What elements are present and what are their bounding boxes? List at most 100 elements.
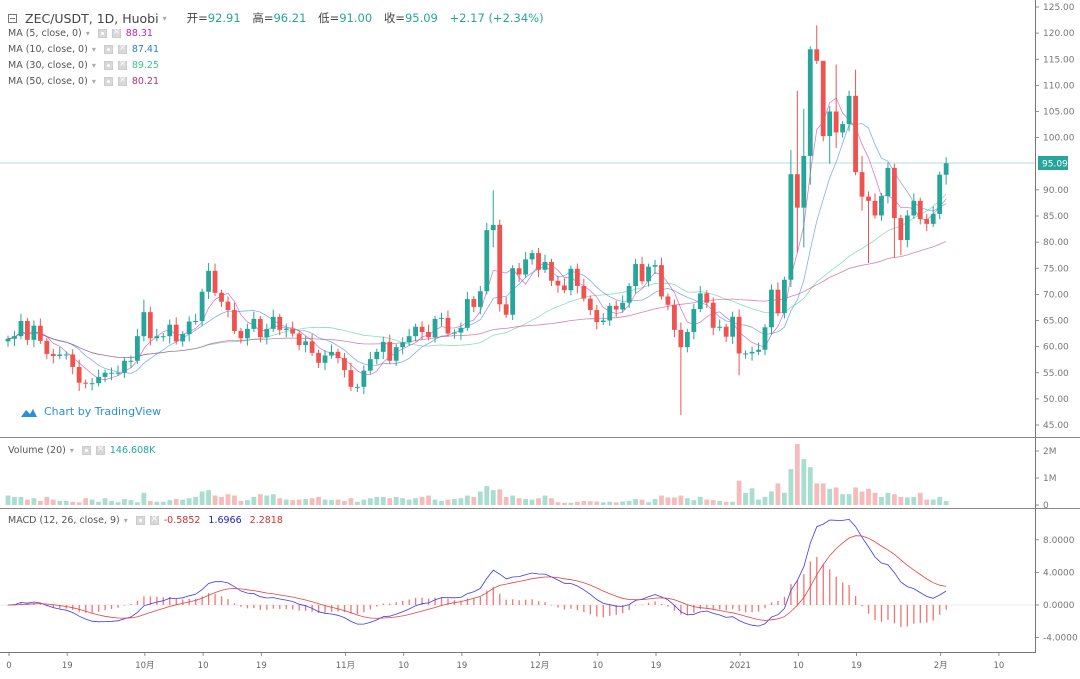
collapse-icon[interactable] — [8, 13, 17, 23]
volume-bar — [743, 492, 748, 505]
close-icon[interactable] — [117, 75, 127, 86]
macd-histogram-bar — [764, 605, 766, 609]
low-value: 91.00 — [339, 11, 373, 25]
candle-body — [853, 95, 858, 173]
price-tick-label: 60.00 — [1043, 343, 1069, 353]
macd-histogram-bar — [376, 605, 378, 607]
candle — [484, 222, 490, 295]
candle — [672, 299, 677, 338]
volume-bar — [264, 495, 270, 505]
eye-icon[interactable] — [97, 29, 107, 38]
candle — [879, 193, 884, 221]
indicator-ma5[interactable]: MA (5, close, 0)▾ 88.31 — [8, 27, 153, 39]
candle-body — [354, 386, 360, 388]
eye-icon[interactable] — [135, 516, 145, 525]
price-tick-label: 45.00 — [1043, 421, 1069, 431]
candle-body — [206, 270, 211, 292]
candle-body — [633, 264, 638, 287]
chevron-down-icon[interactable]: ▾ — [69, 446, 74, 455]
volume-bar — [807, 467, 813, 505]
candle-body — [102, 372, 108, 377]
volume-bar — [730, 501, 736, 505]
macd-legend[interactable]: MACD (12, 26, close, 9)▾ -0.5852 1.6966 … — [8, 514, 283, 526]
volume-bar — [691, 500, 697, 505]
candle-body — [911, 200, 917, 216]
macd-histogram-bar — [926, 605, 928, 623]
candle-body — [503, 304, 509, 315]
price-tick-label: 85.00 — [1043, 212, 1069, 222]
macd-histogram-bar — [389, 603, 391, 605]
close-icon[interactable] — [111, 27, 121, 38]
symbol-legend[interactable]: ZEC/USDT, 1D, Huobi ▾ 开=92.91 高=96.21 低=… — [8, 10, 552, 26]
indicator-ma30[interactable]: MA (30, close, 0)▾ 89.25 — [8, 59, 159, 71]
eye-icon[interactable] — [103, 77, 113, 86]
candle-body — [879, 196, 884, 216]
volume-bar — [917, 492, 923, 505]
chevron-down-icon[interactable]: ▾ — [123, 516, 128, 525]
macd-histogram-bar — [906, 605, 909, 627]
macd-histogram-bar — [52, 605, 54, 608]
candle-body — [186, 321, 192, 335]
close-icon[interactable] — [117, 43, 127, 54]
macd-histogram-bar — [233, 603, 236, 605]
candle-body — [917, 200, 923, 220]
volume-bar — [387, 498, 393, 505]
tradingview-watermark[interactable]: Chart by TradingView — [20, 405, 161, 418]
eye-icon[interactable] — [103, 61, 113, 70]
chevron-down-icon[interactable]: ▾ — [85, 29, 90, 38]
volume-bar — [814, 483, 820, 505]
volume-legend[interactable]: Volume (20)▾ 146.608K — [8, 444, 155, 456]
volume-bar — [594, 501, 600, 505]
macd-histogram-bar — [887, 605, 889, 620]
macd-histogram-bar — [932, 605, 934, 621]
candle — [516, 263, 522, 282]
eye-icon[interactable] — [81, 446, 91, 455]
close-icon[interactable] — [149, 514, 159, 525]
volume-bar — [587, 501, 593, 505]
candle-body — [348, 370, 354, 387]
volume-bar — [523, 499, 528, 505]
indicator-ma50[interactable]: MA (50, close, 0)▾ 80.21 — [8, 75, 160, 87]
macd-histogram-bar — [822, 564, 824, 605]
eye-icon[interactable] — [103, 45, 113, 54]
candle — [794, 90, 800, 253]
chevron-down-icon[interactable]: ▾ — [91, 61, 96, 70]
candle — [406, 328, 412, 346]
candle-body — [697, 293, 703, 310]
candle-body — [652, 265, 658, 267]
volume-bar — [406, 499, 412, 505]
symbol-title: ZEC/USDT, 1D, Huobi — [25, 10, 159, 26]
candle-body — [646, 266, 651, 282]
candle-body — [743, 353, 748, 355]
candle — [646, 263, 651, 287]
candle-body — [296, 333, 302, 346]
indicator-ma10[interactable]: MA (10, close, 0)▾ 87.41 — [8, 43, 159, 55]
macd-histogram-bar — [214, 594, 216, 605]
price-tick-label: 105.00 — [1043, 108, 1075, 118]
time-tick-label: 10 — [793, 661, 804, 671]
close-value: 95.09 — [404, 11, 438, 25]
candle-body — [510, 268, 516, 315]
indicator-value: 80.21 — [131, 76, 160, 87]
close-icon[interactable] — [117, 59, 127, 70]
time-tick-label: 10 — [993, 661, 1004, 671]
volume-bar — [458, 498, 464, 505]
macd-histogram-bar — [777, 600, 779, 605]
candle — [257, 315, 263, 343]
volume-bar — [484, 486, 490, 505]
volume-bar — [419, 496, 425, 505]
volume-bar — [464, 495, 470, 505]
candle — [141, 299, 147, 342]
macd-histogram-bar — [531, 599, 533, 605]
axes[interactable]: 125.00 120.00 115.00 110.00 105.00 100.00 90.0… — [6, 3, 1078, 671]
chevron-down-icon[interactable]: ▾ — [162, 13, 167, 23]
volume-bar — [879, 496, 884, 505]
chevron-down-icon[interactable]: ▾ — [91, 45, 96, 54]
candle-body — [439, 317, 444, 319]
macd-histogram-bar — [227, 599, 229, 605]
candle-body — [37, 325, 43, 341]
close-icon[interactable] — [95, 444, 105, 455]
volume-bar — [128, 500, 134, 505]
chevron-down-icon[interactable]: ▾ — [91, 77, 96, 86]
